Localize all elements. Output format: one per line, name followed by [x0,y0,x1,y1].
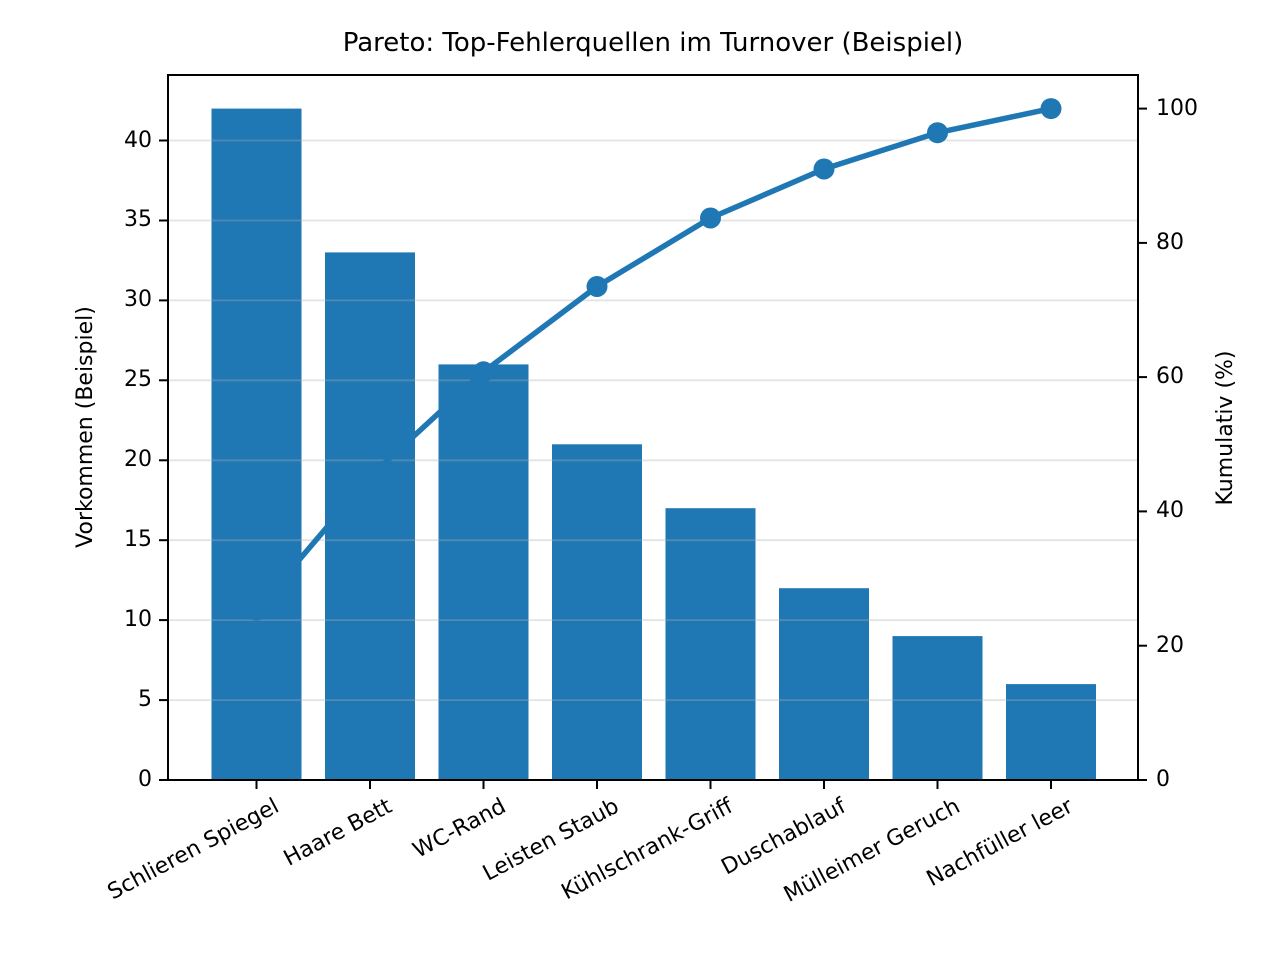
bar [665,508,756,780]
left-y-tick-label: 20 [124,447,152,472]
right-y-tick-label: 80 [1156,230,1184,255]
right-y-tick-label: 0 [1156,767,1170,792]
bar [779,588,869,780]
cumulative-marker [1040,98,1062,120]
left-y-tick-label: 25 [124,367,152,392]
cumulative-marker [359,466,381,487]
left-y-tick-label: 10 [124,607,152,632]
bar [325,252,415,780]
cumulative-marker [586,276,608,297]
cumulative-line [253,105,1054,613]
plot-border [167,74,1139,781]
chart-title: Pareto: Top-Fehlerquellen im Turnover (B… [342,28,964,58]
bar [438,364,529,780]
bar [211,108,302,781]
left-y-tick-label: 40 [124,128,152,153]
cumulative-marker [246,599,267,621]
bar [892,636,983,780]
left-axis-title: Vorkommen (Beispiel) [73,306,98,548]
right-y-tick-label: 40 [1156,498,1184,523]
right-y-tick-label: 20 [1156,633,1184,658]
bar [1006,684,1096,780]
left-y-tick-label: 15 [124,527,152,552]
left-y-tick-label: 35 [124,207,152,232]
left-y-tick-label: 30 [124,287,152,312]
cumulative-marker [473,361,494,383]
left-y-tick-label: 5 [138,687,152,712]
cumulative-marker [813,158,835,180]
right-y-tick-label: 100 [1156,96,1198,121]
bar [552,444,642,780]
left-y-tick-label: 0 [138,767,152,792]
right-y-tick-label: 60 [1156,364,1184,389]
cumulative-marker [927,122,948,144]
right-axis-title: Kumulativ (%) [1213,350,1238,506]
cumulative-marker [700,207,721,229]
